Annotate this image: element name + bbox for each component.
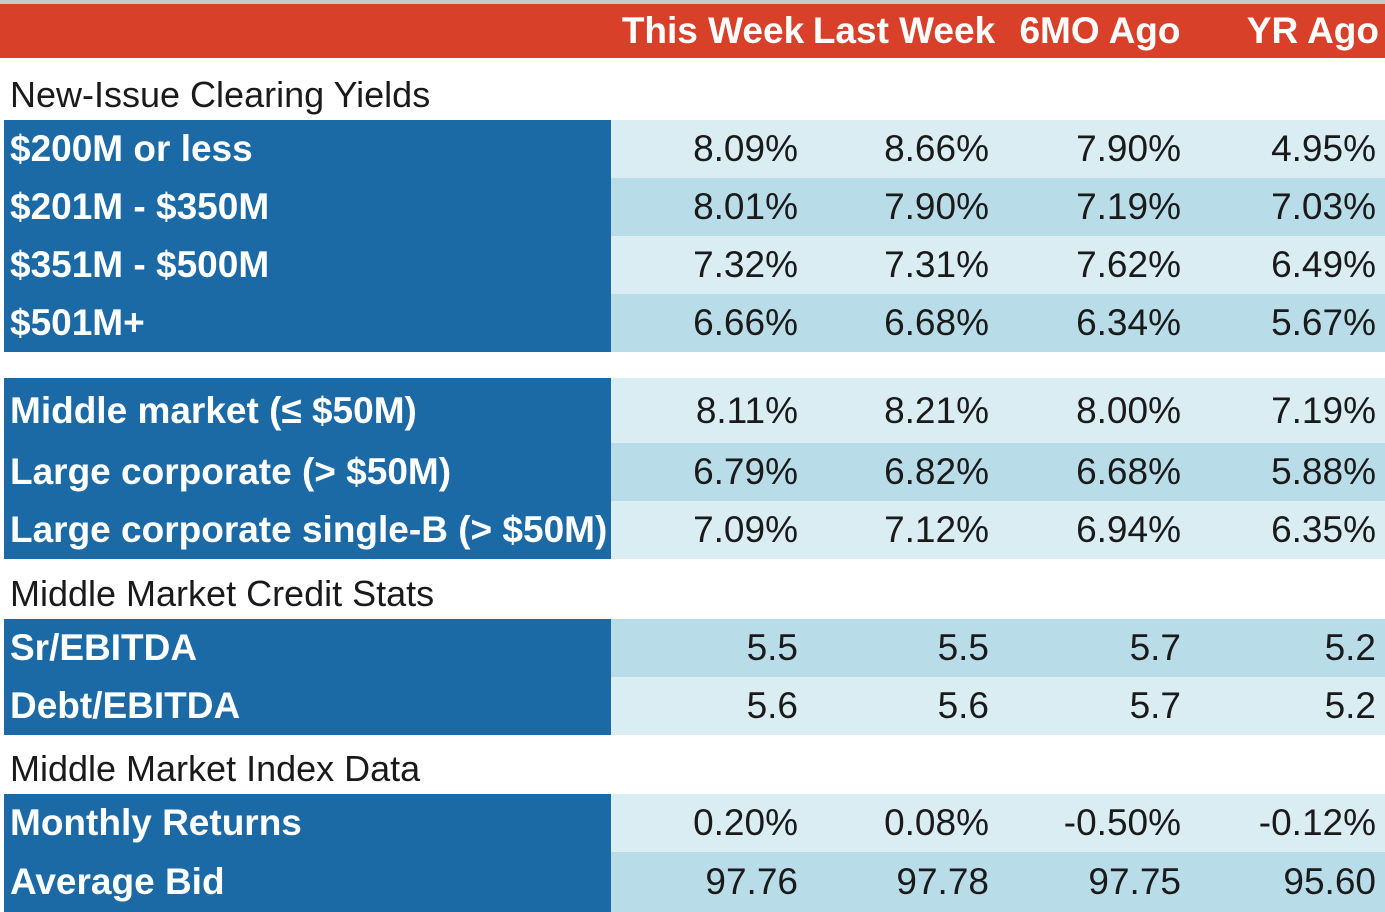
row-values: 6.79% 6.82% 6.68% 5.88%: [611, 443, 1385, 501]
column-header-6mo-ago: 6MO Ago: [1019, 10, 1181, 51]
table-row: Monthly Returns 0.20% 0.08% -0.50% -0.12%: [0, 794, 1385, 852]
cell-yr-ago: -0.12%: [1258, 802, 1376, 843]
cell-6mo-ago: -0.50%: [1063, 802, 1181, 843]
cell-this-week: 8.11%: [695, 389, 798, 431]
row-label: $351M - $500M: [4, 236, 611, 294]
row-values: 5.6 5.6 5.7 5.2: [611, 677, 1385, 735]
table-row: Debt/EBITDA 5.6 5.6 5.7 5.2: [0, 677, 1385, 735]
row-label: Middle market (≤ $50M): [4, 378, 611, 443]
column-header-this-week: This Week: [621, 10, 805, 51]
section-title: Middle Market Credit Stats: [10, 573, 435, 614]
row-values: 0.20% 0.08% -0.50% -0.12%: [611, 794, 1385, 852]
cell-yr-ago: 7.03%: [1271, 186, 1376, 227]
cell-yr-ago: 4.95%: [1271, 128, 1376, 169]
cell-this-week: 5.6: [746, 685, 798, 726]
cell-this-week: 6.79%: [693, 451, 798, 492]
cell-yr-ago: 5.67%: [1271, 302, 1376, 343]
row-label: Large corporate (> $50M): [4, 443, 611, 501]
row-label: Large corporate single-B (> $50M): [4, 501, 611, 559]
cell-last-week: 8.66%: [884, 128, 989, 169]
row-label: Average Bid: [4, 852, 611, 912]
row-label: Monthly Returns: [4, 794, 611, 852]
row-label: $501M+: [4, 294, 611, 352]
cell-last-week: 7.90%: [884, 186, 989, 227]
row-values: 8.01% 7.90% 7.19% 7.03%: [611, 178, 1385, 236]
cell-last-week: 6.68%: [884, 302, 989, 343]
cell-yr-ago: 7.19%: [1271, 389, 1376, 431]
table-row: Average Bid 97.76 97.78 97.75 95.60: [0, 852, 1385, 912]
cell-this-week: 5.5: [746, 627, 798, 668]
cell-yr-ago: 5.2: [1324, 685, 1376, 726]
row-values: 7.09% 7.12% 6.94% 6.35%: [611, 501, 1385, 559]
cell-6mo-ago: 8.00%: [1076, 389, 1181, 431]
section-title: Middle Market Index Data: [10, 748, 421, 789]
cell-last-week: 7.31%: [884, 244, 989, 285]
table-row: Large corporate single-B (> $50M) 7.09% 7.…: [0, 501, 1385, 559]
table-row: Large corporate (> $50M) 6.79% 6.82% 6.68% 5…: [0, 443, 1385, 501]
row-values: 8.11% 8.21% 8.00% 7.19%: [611, 378, 1385, 443]
spacer-row: [0, 352, 1385, 378]
section-header-row: Middle Market Credit Stats: [0, 559, 1385, 619]
cell-yr-ago: 5.88%: [1271, 451, 1376, 492]
cell-last-week: 6.82%: [884, 451, 989, 492]
cell-yr-ago: 6.49%: [1271, 244, 1376, 285]
column-header-yr-ago: YR Ago: [1246, 10, 1379, 51]
cell-6mo-ago: 7.62%: [1076, 244, 1181, 285]
cell-6mo-ago: 5.7: [1129, 627, 1181, 668]
cell-6mo-ago: 6.68%: [1076, 451, 1181, 492]
row-label: Debt/EBITDA: [4, 677, 611, 735]
column-header-last-week: Last Week: [812, 10, 996, 51]
table-row: $351M - $500M 7.32% 7.31% 7.62% 6.49%: [0, 236, 1385, 294]
cell-6mo-ago: 6.94%: [1076, 509, 1181, 550]
cell-yr-ago: 95.60: [1283, 861, 1376, 902]
cell-this-week: 7.32%: [693, 244, 798, 285]
table-row: Sr/EBITDA 5.5 5.5 5.7 5.2: [0, 619, 1385, 677]
header-row: This Week Last Week 6MO Ago YR Ago: [0, 0, 1385, 58]
cell-last-week: 97.78: [896, 861, 989, 902]
table-row: Middle market (≤ $50M) 8.11% 8.21% 8.00% 7.1…: [0, 378, 1385, 443]
table-row: $200M or less 8.09% 8.66% 7.90% 4.95%: [0, 120, 1385, 178]
cell-this-week: 8.09%: [693, 128, 798, 169]
table-row: $501M+ 6.66% 6.68% 6.34% 5.67%: [0, 294, 1385, 352]
cell-6mo-ago: 97.75: [1088, 861, 1181, 902]
row-values: 7.32% 7.31% 7.62% 6.49%: [611, 236, 1385, 294]
section-header-row: Middle Market Index Data: [0, 735, 1385, 794]
cell-this-week: 6.66%: [693, 302, 798, 343]
row-values: 8.09% 8.66% 7.90% 4.95%: [611, 120, 1385, 178]
table-row: $201M - $350M 8.01% 7.90% 7.19% 7.03%: [0, 178, 1385, 236]
cell-last-week: 5.6: [937, 685, 989, 726]
cell-6mo-ago: 6.34%: [1076, 302, 1181, 343]
cell-yr-ago: 6.35%: [1271, 509, 1376, 550]
row-label: $200M or less: [4, 120, 611, 178]
cell-last-week: 8.21%: [884, 389, 989, 431]
cell-6mo-ago: 5.7: [1129, 685, 1181, 726]
cell-this-week: 97.76: [705, 861, 798, 902]
cell-yr-ago: 5.2: [1324, 627, 1376, 668]
row-values: 5.5 5.5 5.7 5.2: [611, 619, 1385, 677]
cell-last-week: 5.5: [937, 627, 989, 668]
cell-last-week: 0.08%: [884, 802, 989, 843]
cell-6mo-ago: 7.19%: [1076, 186, 1181, 227]
cell-last-week: 7.12%: [884, 509, 989, 550]
row-values: 97.76 97.78 97.75 95.60: [611, 852, 1385, 912]
section-title: New-Issue Clearing Yields: [10, 74, 431, 115]
row-label: Sr/EBITDA: [4, 619, 611, 677]
cell-this-week: 0.20%: [693, 802, 798, 843]
row-values: 6.66% 6.68% 6.34% 5.67%: [611, 294, 1385, 352]
section-header-row: New-Issue Clearing Yields: [0, 58, 1385, 120]
cell-this-week: 8.01%: [693, 186, 798, 227]
cell-this-week: 7.09%: [693, 509, 798, 550]
row-label: $201M - $350M: [4, 178, 611, 236]
cell-6mo-ago: 7.90%: [1076, 128, 1181, 169]
